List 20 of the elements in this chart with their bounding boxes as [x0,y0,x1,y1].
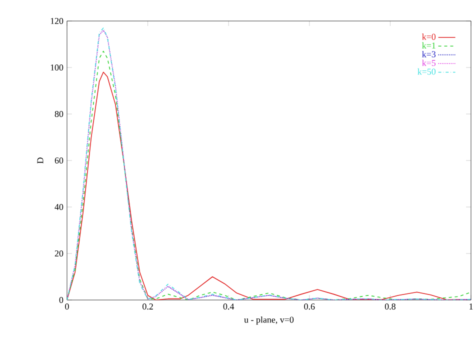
legend-label: k=50 [418,68,436,75]
y-tick-label: 20 [54,250,64,257]
y-tick-label: 80 [54,110,64,118]
x-tick-label: 0.2 [142,304,153,310]
x-tick-label: 0.4 [223,304,234,310]
legend-label: k=0 [422,34,436,40]
y-axis-title: D [37,158,44,164]
x-tick-label: 0.8 [384,304,396,310]
legend-label: k=5 [422,60,436,66]
x-tick-label: 0 [65,304,69,310]
y-tick-label: 0 [59,296,64,304]
legend-label: k=1 [422,42,436,48]
x-tick-label: 1 [470,304,473,310]
y-tick-label: 100 [50,64,64,71]
legend-label: k=3 [422,50,436,58]
x-tick-label: 0.6 [304,304,315,310]
y-tick-label: 120 [50,18,64,24]
y-tick-label: 60 [54,157,64,164]
y-tick-label: 40 [54,204,64,210]
x-axis-title: u - plane, v=0 [244,316,294,325]
